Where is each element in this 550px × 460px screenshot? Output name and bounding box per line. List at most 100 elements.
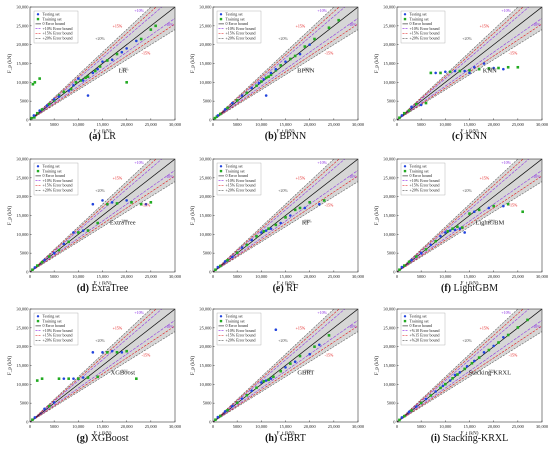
y-tick-label: 30,000 bbox=[199, 307, 212, 313]
testing-point bbox=[463, 231, 466, 234]
bound-label: -10% bbox=[348, 22, 357, 27]
legend-entry: 0 Error bound bbox=[410, 173, 432, 178]
x-tick-label: 30,000 bbox=[536, 274, 549, 280]
training-point bbox=[125, 349, 128, 353]
testing-point bbox=[135, 39, 138, 43]
bound-label: -20% bbox=[120, 66, 129, 71]
testing-point bbox=[77, 77, 80, 80]
training-point bbox=[33, 116, 36, 119]
legend-entry: Testing set bbox=[43, 164, 61, 169]
legend-box bbox=[216, 10, 262, 44]
training-point bbox=[106, 351, 109, 354]
testing-point bbox=[264, 229, 268, 232]
error-bound-line bbox=[30, 18, 175, 120]
training-point bbox=[79, 79, 83, 82]
bound-label: +20% bbox=[462, 188, 472, 193]
training-point bbox=[424, 248, 428, 251]
training-point bbox=[267, 75, 270, 78]
legend-box bbox=[33, 162, 79, 196]
panel-caption: (g) XGBoost bbox=[77, 433, 129, 444]
bound-label: +15% bbox=[113, 325, 123, 330]
y-axis-label: F_p (kN) bbox=[189, 54, 196, 73]
y-tick-label: 10,000 bbox=[199, 80, 212, 86]
y-tick-label: 20,000 bbox=[199, 194, 212, 200]
training-point bbox=[235, 251, 239, 255]
bound-label: -20% bbox=[487, 66, 496, 71]
training-point bbox=[67, 240, 70, 244]
y-axis-label: F_p (kN) bbox=[373, 54, 380, 73]
legend-entry: Training set bbox=[410, 318, 430, 323]
testing-point bbox=[81, 376, 85, 379]
testing-point bbox=[448, 229, 452, 232]
training-point bbox=[260, 80, 263, 83]
testing-point bbox=[279, 221, 282, 225]
bound-label: +20% bbox=[278, 36, 288, 41]
bound-label: -20% bbox=[487, 368, 496, 373]
x-axis-label: F_t (kN) bbox=[276, 430, 294, 437]
caption-letter: (d) bbox=[77, 283, 92, 294]
y-tick-label: 10,000 bbox=[383, 382, 396, 388]
legend-entry: Training set bbox=[43, 168, 63, 173]
y-tick-label: 10,000 bbox=[16, 382, 29, 388]
error-bound-line bbox=[397, 7, 519, 120]
training-point bbox=[149, 201, 153, 204]
x-tick-label: 0 bbox=[29, 122, 32, 127]
testing-point bbox=[43, 258, 46, 262]
x-tick-label: 15,000 bbox=[463, 424, 476, 430]
testing-point bbox=[101, 351, 104, 354]
caption-text: Stacking-KRXL bbox=[443, 433, 509, 444]
training-point bbox=[463, 367, 466, 371]
testing-point bbox=[144, 202, 148, 206]
legend-entry: Training set bbox=[226, 16, 246, 21]
legend-entry: +10% Error bound bbox=[410, 178, 440, 183]
testing-point bbox=[453, 373, 457, 377]
chart-panel: +10% +15% +20% -10% -15% -20% 00 5000 5000 10,000… bbox=[189, 307, 365, 445]
x-tick-label: 20,000 bbox=[304, 122, 317, 128]
error-bound-line bbox=[30, 309, 157, 422]
y-tick-label: 20,000 bbox=[383, 194, 396, 200]
testing-point bbox=[458, 370, 462, 374]
training-point bbox=[57, 248, 61, 252]
training-point bbox=[415, 255, 418, 258]
testing-point bbox=[231, 404, 234, 408]
training-point bbox=[57, 377, 61, 380]
legend-box bbox=[400, 10, 446, 44]
legend-entry: +20% Error bound bbox=[410, 188, 440, 193]
legend-entry: 0 Error bound bbox=[410, 323, 432, 328]
y-tick-label: 10,000 bbox=[199, 232, 212, 238]
testing-point bbox=[429, 243, 433, 247]
testing-point bbox=[473, 210, 476, 214]
testing-point bbox=[465, 364, 469, 368]
y-tick-label: 25,000 bbox=[383, 23, 396, 29]
training-point bbox=[439, 71, 442, 75]
testing-point bbox=[487, 206, 491, 210]
training-point bbox=[398, 116, 401, 120]
training-point bbox=[264, 76, 268, 80]
legend-entry: +10% Error bound bbox=[43, 26, 73, 31]
legend-entry: +20% Error bound bbox=[226, 338, 256, 343]
legend-entry: Training set bbox=[410, 16, 430, 21]
testing-point bbox=[250, 86, 253, 90]
error-bound-line bbox=[30, 325, 175, 422]
y-tick-label: 20,000 bbox=[16, 194, 29, 200]
testing-point bbox=[419, 251, 423, 255]
model-label: RF bbox=[302, 220, 310, 227]
x-axis-label: F_t (kN) bbox=[93, 430, 111, 437]
y-axis-label: F_p (kN) bbox=[6, 206, 13, 225]
training-point bbox=[93, 69, 97, 73]
testing-point bbox=[240, 397, 244, 400]
training-point bbox=[516, 65, 520, 69]
testing-point bbox=[81, 229, 85, 232]
training-point bbox=[218, 112, 222, 116]
legend-marker-training bbox=[219, 319, 223, 323]
error-bound-line bbox=[213, 320, 358, 422]
model-label: BPNN bbox=[297, 68, 315, 75]
error-bound-line bbox=[213, 18, 358, 120]
error-bound-line bbox=[213, 309, 346, 422]
training-point bbox=[477, 208, 481, 212]
error-bound-line bbox=[213, 159, 346, 272]
testing-point bbox=[473, 65, 476, 69]
testing-point bbox=[72, 84, 75, 87]
caption-text: GBRT bbox=[280, 433, 306, 444]
training-point bbox=[135, 377, 138, 380]
